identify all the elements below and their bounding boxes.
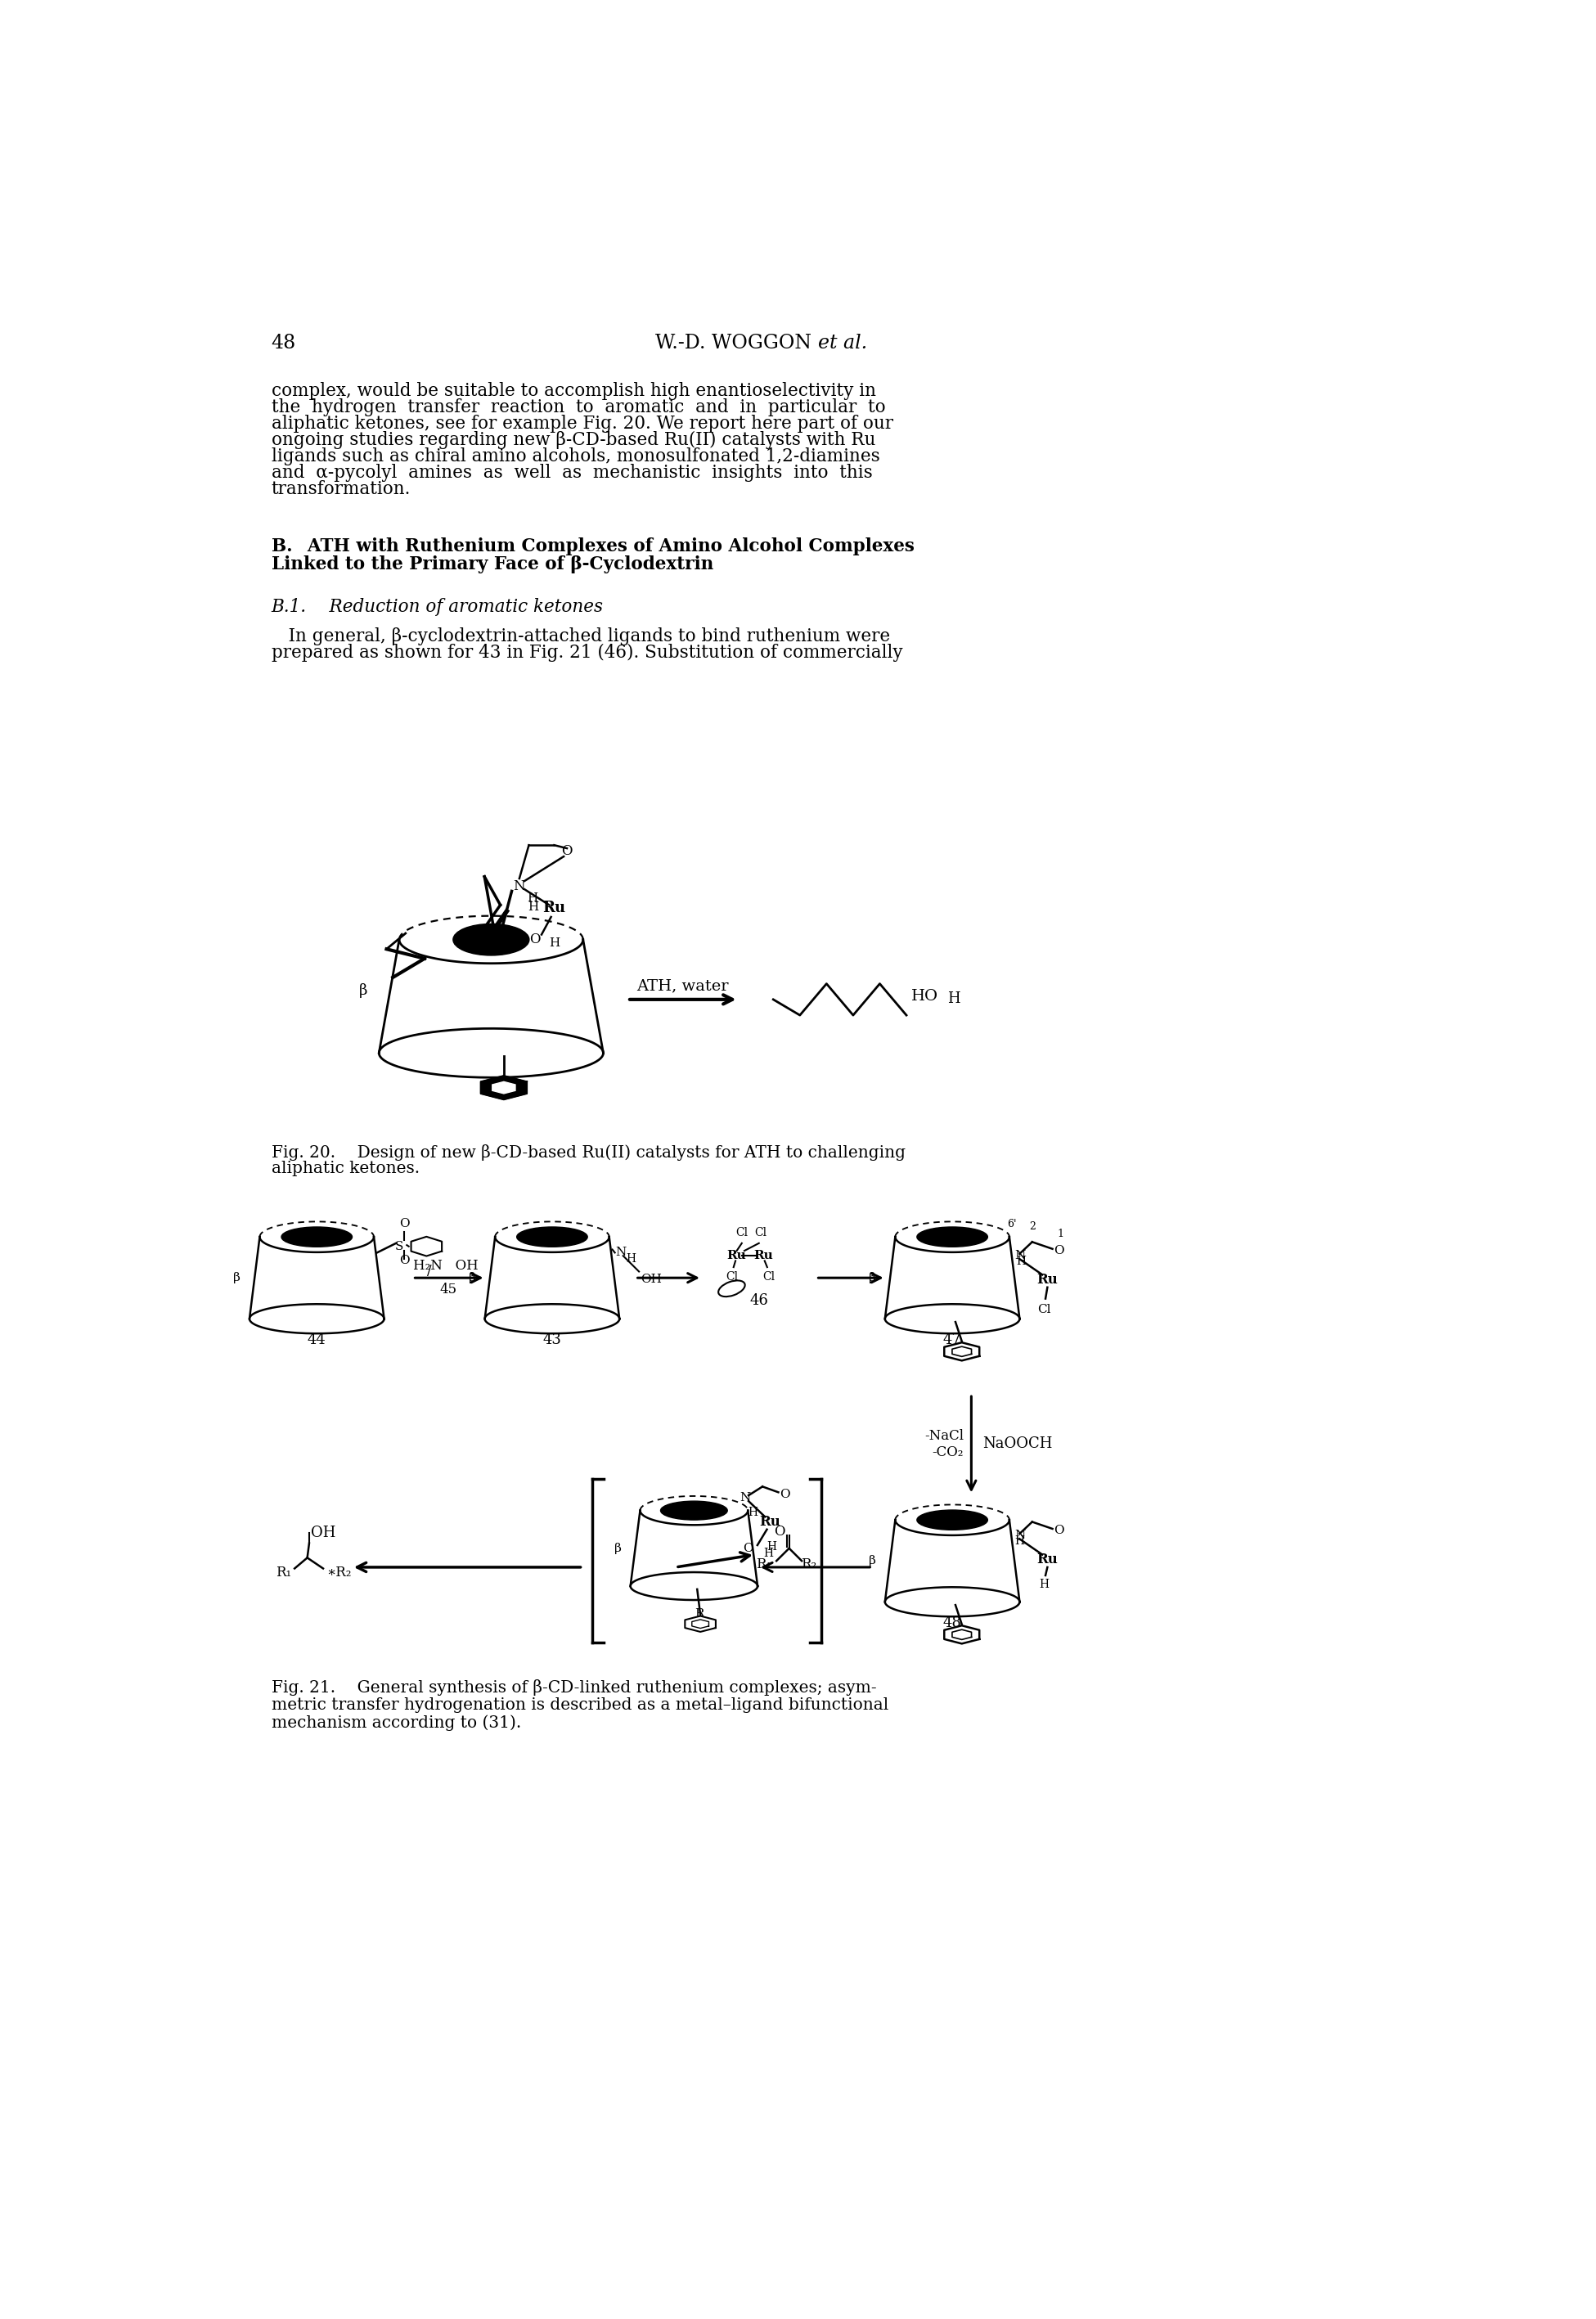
Text: the  hydrogen  transfer  reaction  to  aromatic  and  in  particular  to: the hydrogen transfer reaction to aromat…: [271, 399, 886, 417]
Text: 47: 47: [943, 1333, 962, 1347]
Text: β: β: [868, 1556, 876, 1568]
Text: In general, β-cyclodextrin-attached ligands to bind ruthenium were: In general, β-cyclodextrin-attached liga…: [271, 626, 891, 645]
Text: R: R: [694, 1607, 704, 1619]
Ellipse shape: [281, 1227, 353, 1248]
Text: aliphatic ketones, see for example Fig. 20. We report here part of our: aliphatic ketones, see for example Fig. …: [271, 415, 892, 434]
Text: Linked to the Primary Face of β-Cyclodextrin: Linked to the Primary Face of β-Cyclodex…: [271, 557, 713, 573]
Text: β: β: [868, 1273, 876, 1285]
Text: complex, would be suitable to accomplish high enantioselectivity in: complex, would be suitable to accomplish…: [271, 383, 876, 401]
Text: H: H: [1017, 1255, 1026, 1266]
Text: aliphatic ketones.: aliphatic ketones.: [271, 1162, 420, 1176]
Polygon shape: [630, 1510, 758, 1586]
Text: H: H: [764, 1547, 774, 1558]
Text: 44: 44: [308, 1333, 326, 1347]
Text: et al.: et al.: [817, 334, 867, 352]
Text: O: O: [530, 932, 541, 946]
Text: Ru: Ru: [543, 900, 565, 916]
Text: N: N: [739, 1491, 750, 1503]
Text: O: O: [399, 1255, 410, 1266]
Text: O: O: [779, 1489, 790, 1500]
Text: O: O: [1053, 1526, 1065, 1537]
Text: O: O: [742, 1542, 753, 1554]
Text: B.  ATH with Ruthenium Complexes of Amino Alcohol Complexes: B. ATH with Ruthenium Complexes of Amino…: [271, 538, 915, 557]
Text: O: O: [1053, 1245, 1065, 1257]
Text: H₂N   OH: H₂N OH: [413, 1259, 479, 1273]
Ellipse shape: [918, 1510, 988, 1531]
Text: R₂: R₂: [801, 1556, 816, 1570]
Text: H: H: [1015, 1535, 1025, 1547]
Text: β: β: [359, 983, 367, 997]
Text: Fig. 21.  General synthesis of β-CD-linked ruthenium complexes; asym-: Fig. 21. General synthesis of β-CD-linke…: [271, 1679, 876, 1695]
Text: Ru: Ru: [1037, 1273, 1058, 1287]
Text: ∗R₂: ∗R₂: [326, 1565, 351, 1579]
Text: and  α-pycolyl  amines  as  well  as  mechanistic  insights  into  this: and α-pycolyl amines as well as mechanis…: [271, 464, 873, 482]
Text: transformation.: transformation.: [271, 480, 410, 499]
Text: H: H: [626, 1252, 637, 1264]
Polygon shape: [485, 1236, 619, 1320]
Text: H: H: [747, 1507, 758, 1519]
Text: -NaCl
-CO₂: -NaCl -CO₂: [924, 1429, 964, 1459]
Text: Ru: Ru: [728, 1250, 747, 1262]
Text: mechanism according to (31).: mechanism according to (31).: [271, 1714, 520, 1730]
Text: N: N: [1015, 1250, 1025, 1262]
Text: 43: 43: [543, 1333, 562, 1347]
Text: H: H: [549, 937, 560, 948]
Polygon shape: [884, 1519, 1020, 1602]
Text: H: H: [768, 1540, 777, 1551]
Text: N: N: [1015, 1531, 1025, 1542]
Polygon shape: [480, 1076, 527, 1099]
Text: Cl: Cl: [763, 1271, 774, 1282]
Polygon shape: [884, 1236, 1020, 1320]
Text: HO: HO: [911, 990, 938, 1004]
Text: Ru: Ru: [753, 1250, 772, 1262]
Text: Ru: Ru: [1037, 1554, 1058, 1568]
Text: Fig. 20.  Design of new β-CD-based Ru(II) catalysts for ATH to challenging: Fig. 20. Design of new β-CD-based Ru(II)…: [271, 1143, 905, 1162]
Text: Cl: Cl: [736, 1227, 749, 1238]
Text: Cl: Cl: [1037, 1303, 1052, 1315]
Text: ligands such as chiral amino alcohols, monosulfonated 1,2-diamines: ligands such as chiral amino alcohols, m…: [271, 448, 879, 466]
Text: 48: 48: [271, 334, 295, 352]
Text: H: H: [1039, 1579, 1049, 1591]
Text: 6': 6': [1007, 1220, 1017, 1229]
Text: 2: 2: [1029, 1222, 1036, 1231]
Text: Cl: Cl: [755, 1227, 768, 1238]
Text: N: N: [616, 1248, 626, 1259]
Polygon shape: [492, 1081, 516, 1095]
Text: 1: 1: [1057, 1229, 1063, 1238]
Ellipse shape: [517, 1227, 587, 1248]
Text: 48: 48: [943, 1616, 962, 1630]
Text: Ru: Ru: [760, 1514, 780, 1528]
Text: 46: 46: [750, 1294, 768, 1308]
Text: B.1.  Reduction of aromatic ketones: B.1. Reduction of aromatic ketones: [271, 598, 603, 617]
Text: H: H: [948, 993, 961, 1006]
Text: O: O: [399, 1217, 410, 1229]
Ellipse shape: [661, 1500, 728, 1519]
Polygon shape: [249, 1236, 385, 1320]
Text: R₁: R₁: [757, 1556, 771, 1570]
Text: ATH, water: ATH, water: [637, 979, 729, 993]
Text: OH: OH: [311, 1526, 335, 1540]
Text: OH: OH: [642, 1273, 662, 1285]
Text: O: O: [774, 1526, 785, 1540]
Text: ongoing studies regarding new β-CD-based Ru(II) catalysts with Ru: ongoing studies regarding new β-CD-based…: [271, 431, 875, 450]
Text: S: S: [394, 1241, 404, 1252]
Text: β: β: [233, 1273, 241, 1285]
Text: W.-D. WOGGON: W.-D. WOGGON: [656, 334, 817, 352]
Text: 45: 45: [440, 1282, 458, 1296]
Ellipse shape: [453, 923, 530, 955]
Text: /: /: [428, 1264, 433, 1278]
Text: metric transfer hydrogenation is described as a metal–ligand bifunctional: metric transfer hydrogenation is describ…: [271, 1698, 889, 1711]
Text: Cl: Cl: [726, 1271, 737, 1282]
Text: H: H: [528, 902, 538, 914]
Ellipse shape: [918, 1227, 988, 1248]
Text: prepared as shown for 43 in Fig. 21 (46). Substitution of commercially: prepared as shown for 43 in Fig. 21 (46)…: [271, 645, 902, 661]
Text: β: β: [614, 1542, 621, 1554]
Text: NaOOCH: NaOOCH: [983, 1438, 1053, 1452]
Text: β: β: [469, 1273, 476, 1285]
Text: H: H: [527, 893, 538, 904]
Text: N: N: [514, 879, 525, 893]
Text: O: O: [562, 844, 573, 858]
Text: R₁: R₁: [276, 1565, 292, 1579]
